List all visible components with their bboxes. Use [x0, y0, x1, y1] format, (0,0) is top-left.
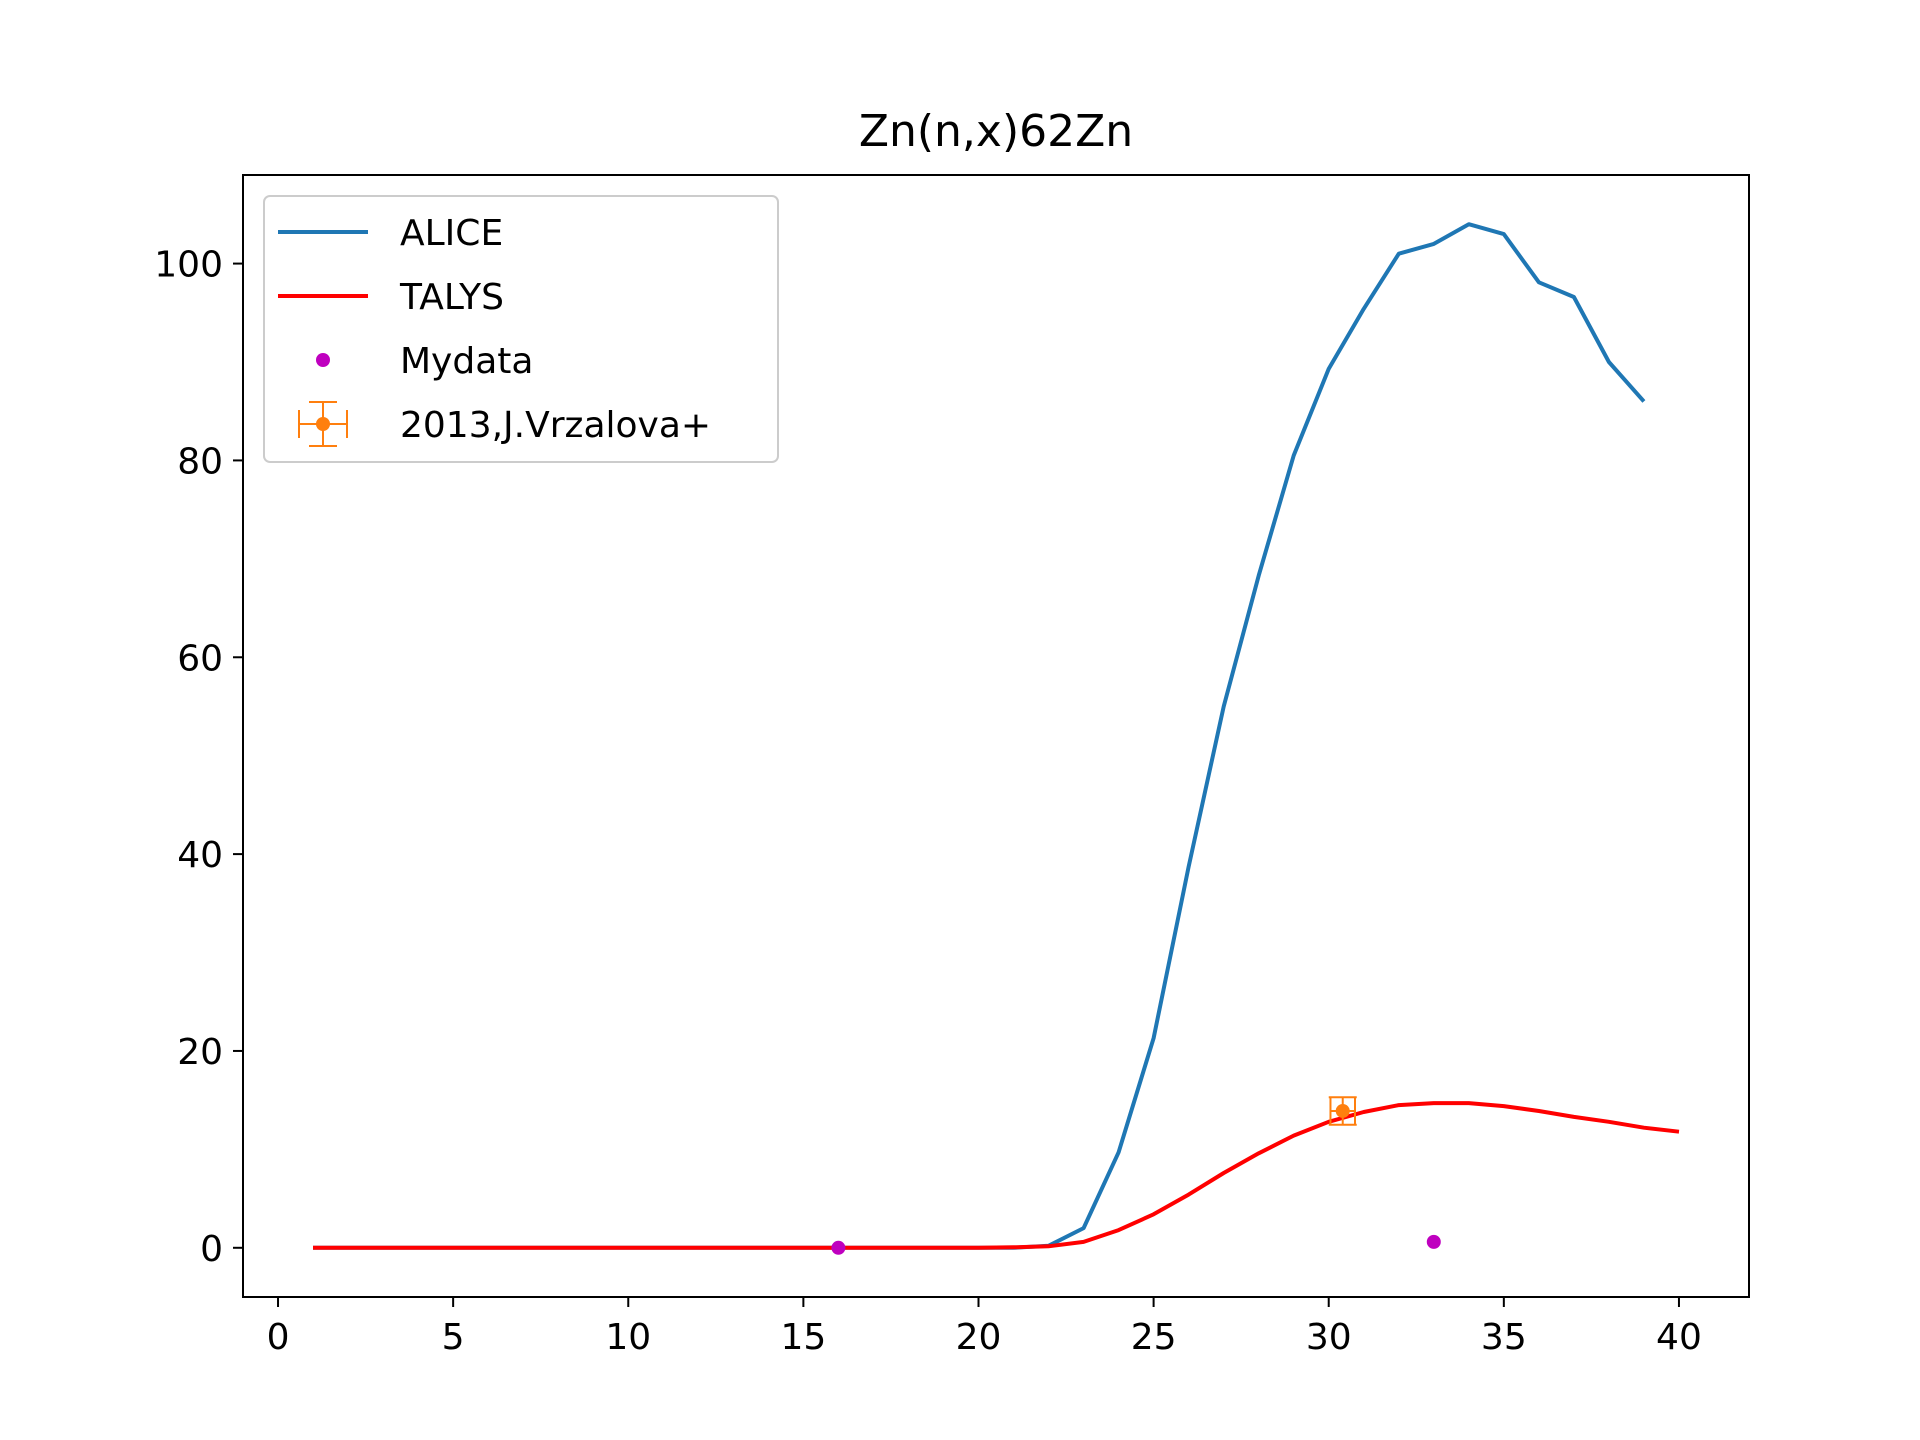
legend: ALICE TALYS Mydata 2013,J.Vrzalova+: [263, 195, 779, 463]
chart-title: Zn(n,x)62Zn: [859, 106, 1133, 157]
x-tick-label: 25: [1131, 1317, 1177, 1358]
y-tick-label: 40: [177, 835, 223, 876]
x-tick-label: 10: [605, 1317, 651, 1358]
legend-entry: Mydata: [316, 341, 533, 382]
legend-box: [263, 195, 779, 463]
legend-marker-handle: [316, 353, 330, 367]
legend-label: TALYS: [399, 277, 504, 318]
y-tick-label: 80: [177, 441, 223, 482]
legend-errorbar-marker: [316, 417, 330, 431]
axes-frame: [242, 174, 1750, 1298]
y-axis: 0 20 40 60 80 100: [154, 245, 243, 1270]
x-tick-label: 5: [442, 1317, 465, 1358]
x-tick-label: 40: [1656, 1317, 1702, 1358]
mydata-point: [831, 1240, 846, 1255]
legend-label: 2013,J.Vrzalova+: [400, 405, 711, 446]
legend-entry: ALICE: [278, 213, 503, 254]
y-tick-label: 0: [200, 1229, 223, 1270]
plot-area: [313, 222, 1680, 1255]
x-tick-label: 15: [780, 1317, 826, 1358]
legend-errorbar-handle: [298, 401, 348, 447]
x-axis: 0 5 10 15 20 25 30 35 40: [267, 1297, 1702, 1358]
errorbar-point: [1328, 1096, 1357, 1126]
mydata-point: [1426, 1234, 1441, 1249]
y-tick-label: 60: [177, 638, 223, 679]
series-line-talys: [313, 1101, 1680, 1250]
x-tick-label: 20: [956, 1317, 1002, 1358]
legend-entry: TALYS: [278, 277, 504, 318]
errorbar-marker: [1335, 1103, 1350, 1118]
x-tick-label: 30: [1306, 1317, 1352, 1358]
y-tick-label: 100: [154, 245, 223, 286]
legend-label: ALICE: [400, 213, 503, 254]
legend-label: Mydata: [400, 341, 533, 382]
y-tick-label: 20: [177, 1032, 223, 1073]
x-tick-label: 0: [267, 1317, 290, 1358]
x-tick-label: 35: [1481, 1317, 1527, 1358]
legend-entry: 2013,J.Vrzalova+: [298, 401, 711, 447]
